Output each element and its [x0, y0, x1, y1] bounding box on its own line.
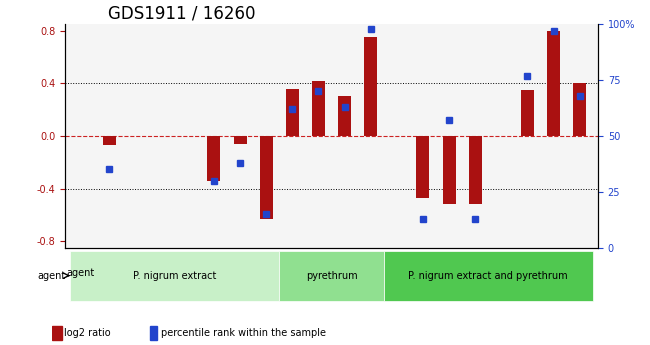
FancyBboxPatch shape: [280, 250, 384, 301]
Text: P. nigrum extract and pyrethrum: P. nigrum extract and pyrethrum: [408, 271, 568, 280]
Text: pyrethrum: pyrethrum: [306, 271, 358, 280]
Text: agent: agent: [37, 271, 65, 280]
Text: log2 ratio: log2 ratio: [64, 328, 110, 338]
Text: percentile rank within the sample: percentile rank within the sample: [161, 328, 326, 338]
Bar: [469, 136, 482, 204]
FancyBboxPatch shape: [70, 250, 280, 301]
FancyBboxPatch shape: [384, 250, 593, 301]
Bar: [364, 37, 377, 136]
Bar: [338, 97, 351, 136]
Bar: [259, 136, 273, 219]
Text: agent: agent: [66, 268, 94, 278]
Bar: [521, 90, 534, 136]
Bar: [233, 136, 246, 144]
Text: GDS1911 / 16260: GDS1911 / 16260: [108, 4, 255, 22]
Bar: [312, 81, 325, 136]
Bar: [547, 31, 560, 136]
Bar: [443, 136, 456, 204]
Bar: [417, 136, 430, 198]
Bar: [207, 136, 220, 181]
Bar: [150, 326, 157, 340]
Bar: [103, 136, 116, 145]
Bar: [573, 83, 586, 136]
Text: P. nigrum extract: P. nigrum extract: [133, 271, 216, 280]
Bar: [52, 326, 62, 340]
Bar: [286, 89, 299, 136]
